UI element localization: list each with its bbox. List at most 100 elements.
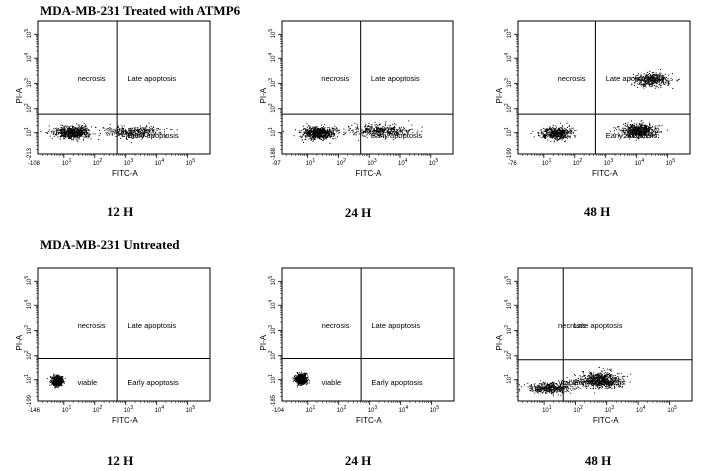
point-early [638, 127, 640, 129]
point-early [646, 134, 648, 136]
point-viable [337, 130, 339, 131]
point-early [394, 123, 396, 125]
point-early [416, 132, 418, 134]
point-early [633, 131, 635, 133]
point-viable [325, 136, 327, 138]
point-viable [311, 137, 313, 139]
point-late [648, 83, 650, 85]
point-viable [61, 125, 63, 126]
point-early [640, 127, 642, 129]
point-viable [572, 132, 574, 134]
point-viable [60, 377, 62, 378]
point-early [649, 126, 651, 128]
point-viable [61, 130, 63, 132]
point-early [394, 129, 396, 131]
point-late [644, 76, 646, 78]
point-early [629, 134, 631, 136]
point-late [652, 80, 654, 82]
point-early [375, 131, 377, 133]
point-viable [67, 132, 69, 134]
point-viable [68, 137, 70, 139]
point-early [370, 127, 372, 129]
x-tick-label: 102 [336, 158, 346, 167]
point-late [634, 78, 636, 80]
point-late [661, 76, 663, 78]
point-late [641, 81, 642, 83]
point-early [379, 130, 381, 132]
point-viable [323, 138, 325, 140]
point-early [115, 132, 117, 134]
point-late [653, 81, 655, 83]
point-viable [321, 131, 323, 133]
point-late [637, 74, 639, 76]
point-viable [77, 134, 79, 136]
point-viable [313, 133, 315, 135]
point-early [642, 137, 644, 138]
point-viable [78, 136, 80, 138]
point-early [117, 128, 119, 130]
point-viable [321, 130, 323, 132]
point-early [351, 124, 353, 126]
point-early [370, 128, 372, 130]
point-late [644, 83, 646, 85]
point-late [650, 73, 652, 75]
point-viable [532, 130, 534, 132]
point-viable [68, 127, 70, 128]
point-viable [49, 381, 51, 383]
point-early [634, 130, 636, 132]
point-early [392, 128, 394, 130]
point-early [640, 136, 642, 138]
point-early [391, 133, 393, 135]
point-viable [320, 129, 322, 131]
point-early [631, 131, 633, 133]
point-viable [58, 129, 60, 131]
point-early [141, 127, 143, 129]
point-late [652, 74, 653, 76]
point-early [395, 134, 397, 136]
point-viable [69, 128, 71, 129]
point-late [654, 87, 656, 89]
point-viable [312, 138, 314, 140]
point-viable [81, 134, 83, 136]
point-viable [561, 133, 563, 135]
point-early [385, 128, 387, 130]
point-viable [557, 129, 559, 131]
point-early [627, 127, 629, 129]
point-viable [313, 127, 315, 129]
point-early [390, 132, 392, 134]
point-viable [311, 134, 313, 136]
point-late [648, 78, 650, 80]
point-viable [550, 133, 552, 135]
point-late [640, 74, 642, 76]
point-early [387, 128, 389, 130]
point-early [121, 134, 123, 136]
point-viable [327, 137, 329, 138]
point-viable [541, 133, 543, 135]
point-viable [79, 127, 81, 128]
point-early [641, 135, 642, 136]
point-early [627, 124, 628, 126]
point-viable [80, 134, 82, 136]
point-viable [61, 133, 63, 135]
point-viable [58, 376, 60, 378]
point-viable [320, 128, 321, 130]
point-early [631, 125, 633, 127]
point-early [132, 137, 134, 139]
point-early [109, 129, 111, 131]
point-early [366, 132, 368, 133]
point-viable [544, 128, 546, 130]
point-early [379, 132, 381, 134]
point-viable [55, 374, 57, 376]
point-early [652, 131, 654, 133]
point-viable [63, 132, 65, 134]
point-early [622, 127, 624, 129]
point-late [661, 79, 663, 81]
point-early [620, 130, 622, 132]
point-early [113, 131, 115, 133]
point-early [144, 135, 146, 137]
point-viable [70, 133, 72, 134]
point-early [382, 135, 384, 137]
point-viable [552, 130, 554, 132]
quadrant-label-bottom-right: Early apoptosis [606, 131, 658, 140]
point-viable [326, 136, 328, 137]
